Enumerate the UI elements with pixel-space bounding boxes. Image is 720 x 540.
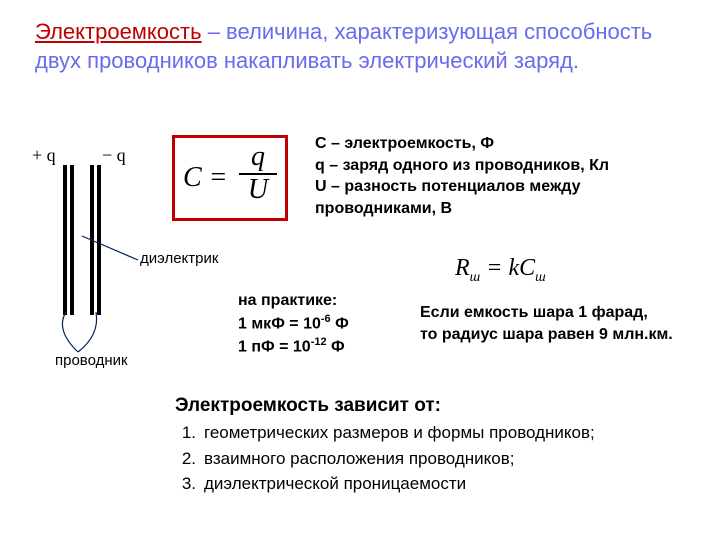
title-highlight: Электроемкость <box>35 19 202 44</box>
practice-line-1: 1 мкФ = 10-6 Ф <box>238 312 349 335</box>
sphere-line-1: Если емкость шара 1 фарад, <box>420 302 710 324</box>
depends-item-2: 2.взаимного расположения проводников; <box>170 446 595 472</box>
charge-plus-label: + q <box>32 145 56 166</box>
charge-minus-label: − q <box>102 145 126 166</box>
depends-item-3: 3.диэлектрической проницаемости <box>170 471 595 497</box>
capacitor-plate-right-inner <box>90 165 94 315</box>
def-q: q – заряд одного из проводников, Кл <box>315 155 705 177</box>
capacitor-plate-right-outer <box>97 165 101 315</box>
depends-header: Электроемкость зависит от: <box>175 395 441 417</box>
variable-definitions: C – электроемкость, Ф q – заряд одного и… <box>315 133 705 219</box>
practice-line-2: 1 пФ = 10-12 Ф <box>238 335 349 358</box>
formula-lhs: C = <box>183 162 228 194</box>
conductor-label: проводник <box>55 352 128 369</box>
formula-numerator: q <box>239 142 277 175</box>
practice-header: на практике: <box>238 290 349 312</box>
sphere-line-2: то радиус шара равен 9 млн.км. <box>420 324 710 346</box>
capacitance-formula: C = q U <box>172 135 288 221</box>
formula-denominator: U <box>239 175 277 206</box>
sphere-explanation: Если емкость шара 1 фарад, то радиус шар… <box>420 302 710 345</box>
dielectric-label: диэлектрик <box>140 250 218 267</box>
def-U: U – разность потенциалов между проводник… <box>315 176 705 219</box>
depends-list: 1.геометрических размеров и формы провод… <box>170 420 595 497</box>
capacitor-plate-left-inner <box>70 165 74 315</box>
capacitor-plate-left-outer <box>63 165 67 315</box>
sphere-radius-formula: Rш = kCш <box>455 255 546 286</box>
def-C: C – электроемкость, Ф <box>315 133 705 155</box>
depends-item-1: 1.геометрических размеров и формы провод… <box>170 420 595 446</box>
slide-title: Электроемкость – величина, характеризующ… <box>35 18 675 75</box>
formula-fraction: q U <box>239 142 277 206</box>
practice-block: на практике: 1 мкФ = 10-6 Ф 1 пФ = 10-12… <box>238 290 349 357</box>
